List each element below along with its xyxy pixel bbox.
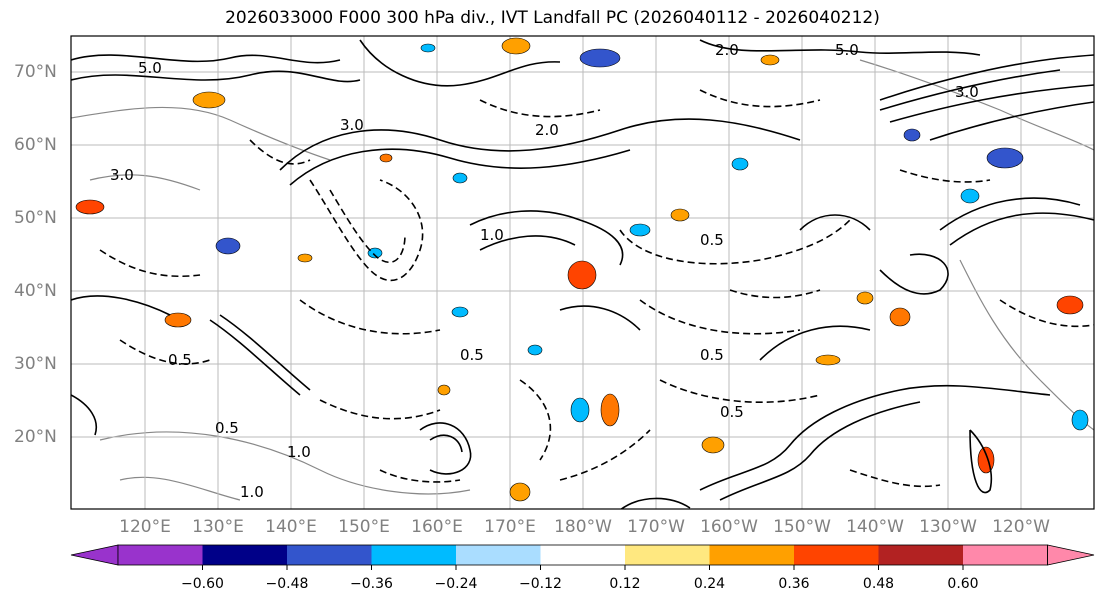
lon-label-140e: 140°E bbox=[265, 517, 317, 537]
colorbar-bin bbox=[456, 545, 541, 565]
colorbar-tick-label: 0.12 bbox=[609, 576, 641, 592]
lat-label-20n: 20°N bbox=[14, 427, 57, 447]
colorbar-tick-label: −0.36 bbox=[350, 576, 393, 592]
lat-label-30n: 30°N bbox=[14, 354, 57, 374]
contour-label: 5.0 bbox=[835, 41, 859, 59]
contour-label: 3.0 bbox=[340, 116, 364, 134]
contour-label: 3.0 bbox=[110, 166, 134, 184]
colorbar-bin bbox=[878, 545, 963, 565]
colorbar-tick-label: 0.36 bbox=[778, 576, 810, 592]
colorbar-tick-label: 0.48 bbox=[862, 576, 895, 592]
lon-label-180w: 180°W bbox=[554, 517, 612, 537]
lat-label-50n: 50°N bbox=[14, 208, 57, 228]
lon-label-130w: 130°W bbox=[919, 517, 977, 537]
colorbar-bin bbox=[794, 545, 879, 565]
colorbar-frame bbox=[117, 544, 1048, 566]
colorbar-bin bbox=[963, 545, 1048, 565]
contour-label: 0.5 bbox=[700, 346, 724, 364]
colorbar-under-extension bbox=[70, 544, 119, 566]
lat-label-70n: 70°N bbox=[14, 62, 57, 82]
contour-label: 0.5 bbox=[215, 419, 239, 437]
lon-label-170e: 170°E bbox=[484, 517, 536, 537]
contour-label: 0.5 bbox=[700, 231, 724, 249]
colorbar-tick-label: −0.48 bbox=[265, 576, 309, 592]
lat-label-40n: 40°N bbox=[14, 281, 57, 301]
lat-label-60n: 60°N bbox=[14, 135, 57, 155]
colorbar-bin bbox=[625, 545, 710, 565]
divergence-fills bbox=[75, 37, 1089, 502]
contour-label: 2.0 bbox=[535, 121, 559, 139]
colorbar-bin bbox=[118, 545, 203, 565]
colorbar-bin bbox=[540, 545, 625, 565]
lon-label-160w: 160°W bbox=[700, 517, 758, 537]
contour-label: 1.0 bbox=[240, 483, 264, 501]
lon-label-170w: 170°W bbox=[627, 517, 685, 537]
contour-label: 5.0 bbox=[138, 59, 162, 77]
map-frame bbox=[70, 35, 1095, 510]
contour-label: 3.0 bbox=[955, 83, 979, 101]
contour-labels: 5.0 5.0 3.0 3.0 2.0 1.0 0.5 0.5 0.5 0.5 … bbox=[110, 41, 979, 501]
colorbar-bin bbox=[709, 545, 794, 565]
contour-label: 1.0 bbox=[480, 226, 504, 244]
contour-label: 0.5 bbox=[460, 346, 484, 364]
colorbar-bin bbox=[287, 545, 372, 565]
map-title: 2026033000 F000 300 hPa div., IVT Landfa… bbox=[225, 8, 880, 28]
negative-contours bbox=[99, 89, 1094, 488]
lon-label-150e: 150°E bbox=[338, 517, 390, 537]
lon-label-120w: 120°W bbox=[992, 517, 1050, 537]
contour-label: 0.5 bbox=[168, 351, 192, 369]
colorbar-tick-label: −0.24 bbox=[434, 576, 478, 592]
lon-label-140w: 140°W bbox=[846, 517, 904, 537]
colorbar-tick-label: 0.24 bbox=[693, 576, 726, 592]
contour-label: 1.0 bbox=[287, 443, 311, 461]
contour-label: 0.5 bbox=[720, 403, 744, 421]
colorbar-over-extension bbox=[1047, 544, 1095, 566]
colorbar-tick-label: −0.60 bbox=[181, 576, 224, 592]
lon-label-150w: 150°W bbox=[773, 517, 831, 537]
colorbar-bin bbox=[371, 545, 456, 565]
lon-label-120e: 120°E bbox=[119, 517, 171, 537]
colorbar bbox=[70, 544, 1095, 570]
contour-label: 2.0 bbox=[715, 41, 739, 59]
colorbar-tick-label: 0.60 bbox=[947, 576, 979, 592]
graticule bbox=[71, 36, 1094, 509]
lon-label-130e: 130°E bbox=[192, 517, 244, 537]
colorbar-bin bbox=[202, 545, 287, 565]
positive-contours bbox=[71, 39, 1094, 509]
lon-label-160e: 160°E bbox=[411, 517, 463, 537]
colorbar-tick-label: −0.12 bbox=[519, 576, 562, 592]
